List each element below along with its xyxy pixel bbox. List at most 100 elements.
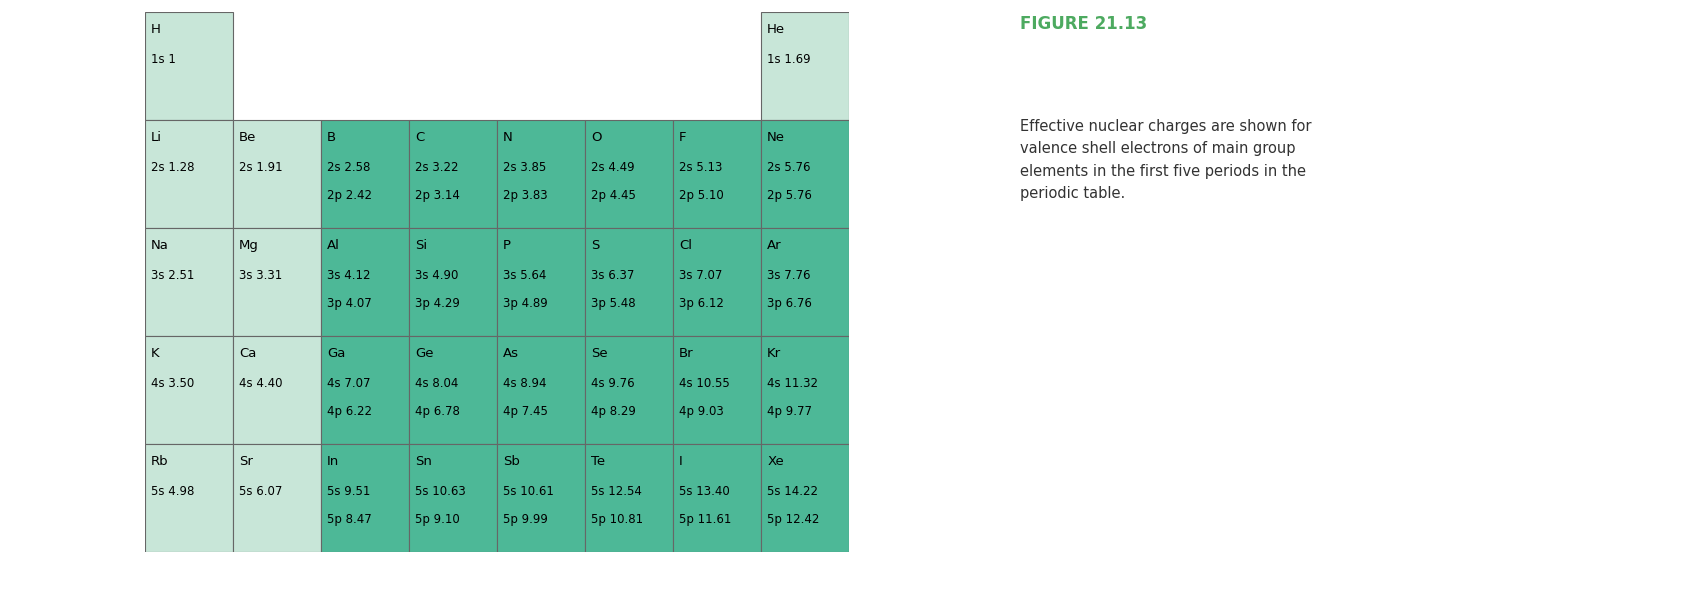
Text: 5s 9.51: 5s 9.51 bbox=[327, 485, 371, 498]
Bar bbox=[410, 120, 497, 228]
Text: 1s 1: 1s 1 bbox=[152, 53, 175, 66]
Text: Br: Br bbox=[679, 347, 693, 360]
Text: 3p 4.89: 3p 4.89 bbox=[502, 297, 548, 310]
Text: 5p 8.47: 5p 8.47 bbox=[327, 513, 373, 526]
Text: 4s 7.07: 4s 7.07 bbox=[327, 377, 371, 390]
Text: In: In bbox=[327, 455, 339, 468]
Bar bbox=[320, 336, 410, 444]
Text: I: I bbox=[679, 455, 683, 468]
Text: S: S bbox=[592, 239, 600, 252]
Text: 5p 10.81: 5p 10.81 bbox=[592, 513, 644, 526]
Text: 2s 5.76: 2s 5.76 bbox=[767, 161, 811, 174]
Text: Ne: Ne bbox=[767, 131, 786, 144]
Text: 4s 4.40: 4s 4.40 bbox=[239, 377, 283, 390]
Bar bbox=[673, 228, 760, 336]
Text: 4s 11.32: 4s 11.32 bbox=[767, 377, 818, 390]
Text: 5s 6.07: 5s 6.07 bbox=[239, 485, 283, 498]
Text: Na: Na bbox=[152, 239, 169, 252]
Text: Ga: Ga bbox=[327, 347, 346, 360]
Bar bbox=[497, 444, 585, 552]
Text: K: K bbox=[152, 347, 160, 360]
Bar bbox=[145, 336, 233, 444]
Text: As: As bbox=[502, 347, 519, 360]
Text: 4s 9.76: 4s 9.76 bbox=[592, 377, 636, 390]
Bar bbox=[145, 228, 233, 336]
Text: H: H bbox=[152, 23, 162, 36]
Text: 4p 6.78: 4p 6.78 bbox=[415, 405, 460, 418]
Bar bbox=[145, 12, 233, 120]
Text: Sr: Sr bbox=[239, 455, 253, 468]
Text: 2p 5.10: 2p 5.10 bbox=[679, 189, 723, 202]
Text: 3p 6.12: 3p 6.12 bbox=[679, 297, 723, 310]
Bar bbox=[320, 444, 410, 552]
Text: B: B bbox=[327, 131, 336, 144]
Text: 4s 10.55: 4s 10.55 bbox=[679, 377, 730, 390]
Text: 4p 6.22: 4p 6.22 bbox=[327, 405, 373, 418]
Text: 2s 4.49: 2s 4.49 bbox=[592, 161, 636, 174]
Text: 4s 3.50: 4s 3.50 bbox=[152, 377, 194, 390]
Text: 2s 1.28: 2s 1.28 bbox=[152, 161, 194, 174]
Bar bbox=[410, 444, 497, 552]
Bar bbox=[760, 12, 850, 120]
Text: 2p 4.45: 2p 4.45 bbox=[592, 189, 636, 202]
Text: 3s 4.90: 3s 4.90 bbox=[415, 269, 459, 282]
Text: 4p 8.29: 4p 8.29 bbox=[592, 405, 636, 418]
Text: 3p 4.07: 3p 4.07 bbox=[327, 297, 373, 310]
Text: 3s 7.07: 3s 7.07 bbox=[679, 269, 723, 282]
Text: Ar: Ar bbox=[767, 239, 782, 252]
Text: 3p 6.76: 3p 6.76 bbox=[767, 297, 813, 310]
Bar bbox=[410, 228, 497, 336]
Text: 5p 12.42: 5p 12.42 bbox=[767, 513, 819, 526]
Bar bbox=[233, 120, 320, 228]
Bar bbox=[760, 228, 850, 336]
Bar bbox=[233, 228, 320, 336]
Text: 4s 8.04: 4s 8.04 bbox=[415, 377, 459, 390]
Text: 2s 2.58: 2s 2.58 bbox=[327, 161, 371, 174]
Text: 5s 12.54: 5s 12.54 bbox=[592, 485, 642, 498]
Text: 2p 3.83: 2p 3.83 bbox=[502, 189, 548, 202]
Text: 5s 10.63: 5s 10.63 bbox=[415, 485, 465, 498]
Text: Sb: Sb bbox=[502, 455, 519, 468]
Text: 5p 9.99: 5p 9.99 bbox=[502, 513, 548, 526]
Text: P: P bbox=[502, 239, 511, 252]
Text: 5p 9.10: 5p 9.10 bbox=[415, 513, 460, 526]
Bar bbox=[145, 444, 233, 552]
Text: 2s 1.91: 2s 1.91 bbox=[239, 161, 283, 174]
Text: 4s 8.94: 4s 8.94 bbox=[502, 377, 546, 390]
Bar bbox=[585, 228, 673, 336]
Text: 2s 3.85: 2s 3.85 bbox=[502, 161, 546, 174]
Text: 5s 13.40: 5s 13.40 bbox=[679, 485, 730, 498]
Bar bbox=[673, 444, 760, 552]
Text: Rb: Rb bbox=[152, 455, 169, 468]
Text: Al: Al bbox=[327, 239, 341, 252]
Bar bbox=[585, 120, 673, 228]
Bar bbox=[233, 444, 320, 552]
Bar bbox=[497, 120, 585, 228]
Bar bbox=[760, 336, 850, 444]
Text: 3s 3.31: 3s 3.31 bbox=[239, 269, 283, 282]
Bar bbox=[673, 336, 760, 444]
Text: 3s 5.64: 3s 5.64 bbox=[502, 269, 546, 282]
Text: Ge: Ge bbox=[415, 347, 433, 360]
Text: 5p 11.61: 5p 11.61 bbox=[679, 513, 732, 526]
Text: 4p 9.03: 4p 9.03 bbox=[679, 405, 723, 418]
Text: Cl: Cl bbox=[679, 239, 693, 252]
Text: FIGURE 21.13: FIGURE 21.13 bbox=[1020, 15, 1146, 33]
Text: Te: Te bbox=[592, 455, 605, 468]
Bar bbox=[233, 336, 320, 444]
Text: 2p 3.14: 2p 3.14 bbox=[415, 189, 460, 202]
Text: 3s 4.12: 3s 4.12 bbox=[327, 269, 371, 282]
Text: Ca: Ca bbox=[239, 347, 256, 360]
Text: 4p 9.77: 4p 9.77 bbox=[767, 405, 813, 418]
Text: Be: Be bbox=[239, 131, 256, 144]
Text: 2p 2.42: 2p 2.42 bbox=[327, 189, 373, 202]
Text: Se: Se bbox=[592, 347, 607, 360]
Bar bbox=[410, 336, 497, 444]
Text: F: F bbox=[679, 131, 686, 144]
Bar bbox=[760, 444, 850, 552]
Text: O: O bbox=[592, 131, 602, 144]
Text: Xe: Xe bbox=[767, 455, 784, 468]
Text: 5s 4.98: 5s 4.98 bbox=[152, 485, 194, 498]
Text: 5s 14.22: 5s 14.22 bbox=[767, 485, 818, 498]
Text: 3p 4.29: 3p 4.29 bbox=[415, 297, 460, 310]
